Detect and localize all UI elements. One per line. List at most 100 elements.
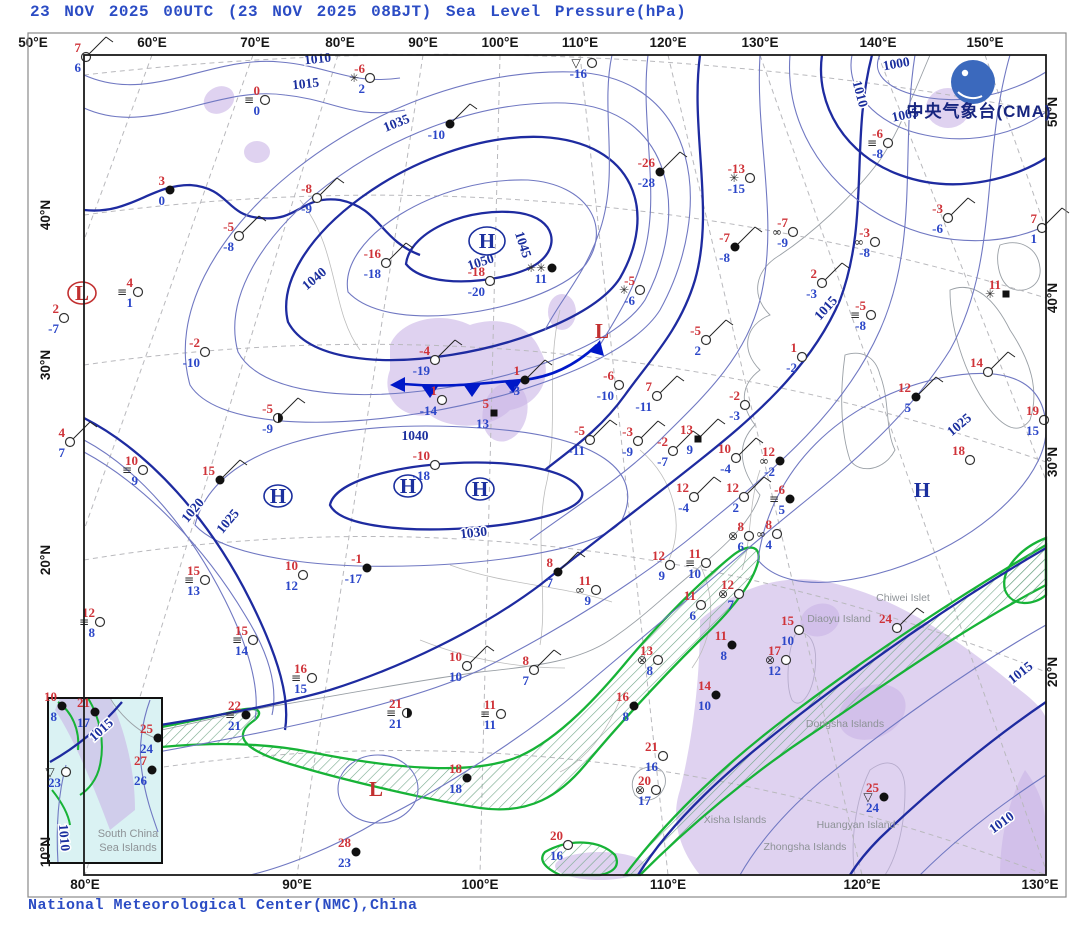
svg-text:7: 7 [547, 575, 554, 590]
station-plot: 4 1≡ [117, 275, 144, 310]
station-plot: 2-7 [48, 301, 70, 336]
svg-text:0: 0 [254, 83, 261, 98]
svg-text:12: 12 [898, 380, 911, 395]
station-plot: 11 10≡ [685, 546, 712, 581]
station-plot: 2-3 [806, 262, 850, 301]
svg-text:16: 16 [294, 661, 308, 676]
svg-text:-28: -28 [638, 175, 656, 190]
station-plot: -2-10 [183, 335, 211, 370]
svg-text:-9: -9 [622, 444, 633, 459]
svg-text:9: 9 [132, 473, 139, 488]
svg-text:-18: -18 [413, 468, 431, 483]
svg-text:21: 21 [389, 696, 402, 711]
svg-text:≡: ≡ [480, 707, 490, 721]
svg-text:17: 17 [768, 643, 782, 658]
svg-text:1: 1 [514, 363, 521, 378]
svg-text:-8: -8 [855, 318, 866, 333]
svg-text:1: 1 [431, 383, 438, 398]
hokkaido [997, 242, 1041, 291]
svg-text:-2: -2 [657, 434, 668, 449]
station-plot: 14 [970, 351, 1016, 378]
svg-text:-2: -2 [764, 464, 775, 479]
svg-text:21: 21 [645, 739, 658, 754]
svg-text:4: 4 [59, 425, 66, 440]
svg-text:12: 12 [721, 577, 734, 592]
svg-text:-14: -14 [420, 403, 438, 418]
station-plot: 0 0≡ [244, 83, 271, 118]
svg-text:▽: ▽ [45, 765, 55, 779]
svg-text:-4: -4 [678, 500, 689, 515]
station-plot: -10 [428, 103, 478, 142]
pressure-center-L: L [595, 319, 609, 343]
svg-text:10: 10 [688, 566, 701, 581]
station-plot: 129 [652, 548, 676, 583]
station-plot: 21 21≡ [386, 696, 413, 731]
svg-text:-20: -20 [468, 284, 485, 299]
lat-label-left: 20°N [38, 545, 53, 575]
station-plot: -8-9 [301, 177, 345, 216]
svg-text:-4: -4 [419, 343, 430, 358]
station-plot: -6 2✳ [349, 61, 376, 96]
svg-text:16: 16 [616, 689, 630, 704]
svg-text:8: 8 [647, 663, 654, 678]
station-plot: 1010 [449, 645, 495, 684]
svg-text:⊗: ⊗ [765, 653, 775, 667]
svg-text:≡: ≡ [244, 93, 254, 107]
svg-text:18: 18 [449, 781, 463, 796]
station-plot: -16-18 [364, 242, 414, 281]
lat-label-left: 30°N [38, 350, 53, 380]
lon-label-top: 90°E [408, 35, 437, 50]
svg-text:22: 22 [228, 698, 241, 713]
svg-text:≡: ≡ [122, 463, 132, 477]
svg-text:13: 13 [680, 422, 694, 437]
island-label: Xisha Islands [704, 814, 766, 826]
svg-text:≡: ≡ [850, 308, 860, 322]
station-plot: -3-9 [622, 420, 666, 459]
svg-text:10: 10 [698, 698, 711, 713]
province-borders-layer [299, 199, 761, 773]
svg-text:11: 11 [689, 546, 701, 561]
svg-text:4: 4 [127, 275, 134, 290]
svg-text:8: 8 [51, 709, 58, 724]
svg-text:-16: -16 [570, 66, 588, 81]
lon-label-top: 70°E [240, 35, 269, 50]
svg-text:9: 9 [687, 442, 694, 457]
station-plot: -13 -15✳ [728, 161, 756, 196]
svg-text:15: 15 [294, 681, 308, 696]
svg-text:2: 2 [811, 266, 818, 281]
svg-text:25: 25 [140, 721, 154, 736]
svg-text:12: 12 [762, 444, 775, 459]
svg-text:11: 11 [484, 717, 496, 732]
station-plot: 116 [684, 588, 707, 623]
station-plot: 125 [898, 376, 944, 415]
svg-text:⊗: ⊗ [718, 587, 728, 601]
station-plot: 20 17⊗ [635, 773, 662, 808]
svg-text:10: 10 [285, 558, 298, 573]
svg-text:12: 12 [676, 480, 689, 495]
chart-title: 23 NOV 2025 00UTC (23 NOV 2025 08BJT) Se… [30, 3, 687, 21]
station-plot: 87 [523, 649, 562, 688]
svg-text:24: 24 [879, 611, 893, 626]
inset-title-line2: Sea Islands [99, 842, 157, 854]
station-plot: -2-3 [729, 388, 751, 423]
svg-text:-6: -6 [932, 221, 943, 236]
svg-text:20: 20 [550, 828, 563, 843]
station-plot: 168 [616, 689, 639, 724]
svg-text:-5: -5 [574, 423, 585, 438]
svg-text:12: 12 [82, 605, 95, 620]
svg-text:≡: ≡ [184, 573, 194, 587]
station-plot: 122 [726, 476, 772, 515]
svg-text:14: 14 [235, 643, 249, 658]
lon-label-top: 150°E [967, 35, 1004, 50]
hainan-island [631, 766, 666, 801]
svg-text:7: 7 [59, 445, 66, 460]
pressure-center-H: H [400, 474, 416, 498]
lon-label-bottom: 120°E [844, 877, 881, 892]
pressure-center-ring [468, 226, 506, 256]
svg-text:-4: -4 [720, 461, 731, 476]
svg-text:27: 27 [134, 753, 148, 768]
lon-label-top: 100°E [482, 35, 519, 50]
station-plot: -26-28 [638, 151, 688, 190]
